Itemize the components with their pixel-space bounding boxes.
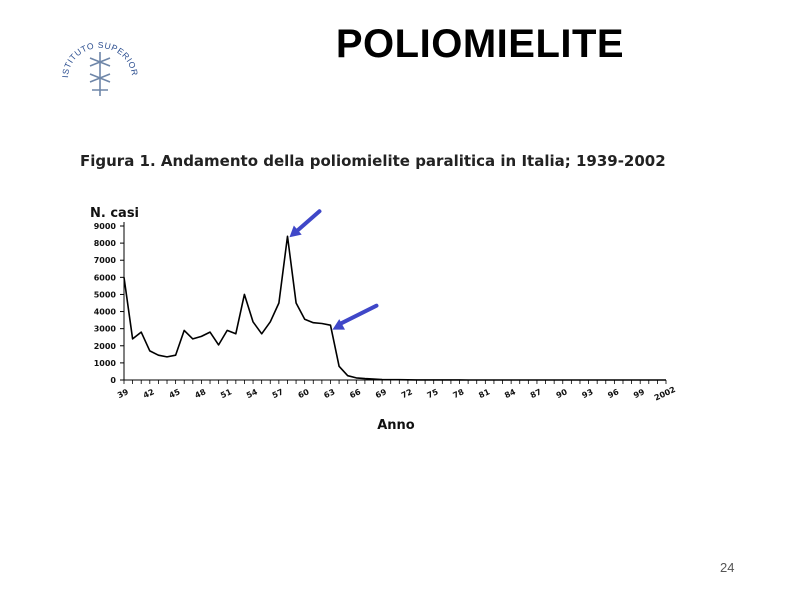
x-tick-label: 78 <box>452 387 466 400</box>
x-tick-label: 84 <box>503 387 517 400</box>
x-tick-label: 90 <box>555 387 569 400</box>
x-tick-label: 45 <box>168 387 182 400</box>
y-tick-label: 7000 <box>94 256 117 265</box>
x-ticks: 39 42 45 48 51 54 57 60 63 66 69 72 75 78 81 84 87 90 93 96… <box>116 380 677 403</box>
y-tick-label: 4000 <box>94 308 117 317</box>
y-tick-label: 8000 <box>94 239 117 248</box>
annotation-arrowhead <box>332 319 346 330</box>
x-tick-label: 54 <box>245 387 259 400</box>
x-tick-label: 39 <box>116 387 130 400</box>
annotations <box>289 209 379 330</box>
x-tick-label: 60 <box>297 387 311 400</box>
annotation-arrow <box>336 303 379 327</box>
x-axis-label: Anno <box>377 418 415 433</box>
y-tick-label: 2000 <box>94 342 117 351</box>
x-tick-label: 75 <box>426 387 440 400</box>
x-tick-label: 63 <box>322 387 336 400</box>
annotation-arrowhead <box>289 225 302 238</box>
x-tick-label: 42 <box>142 387 156 400</box>
slide-title: POLIOMIELITE <box>335 22 625 66</box>
series-group <box>123 235 666 381</box>
x-tick-label: 96 <box>606 387 620 400</box>
chart-title: Figura 1. Andamento della poliomielite p… <box>80 152 666 170</box>
page-number: 24 <box>720 560 735 575</box>
x-tick-label: 57 <box>271 387 285 400</box>
y-ticks: 0 1000 2000 3000 4000 5000 6000 7000 8000 9000 <box>94 222 124 385</box>
x-tick-label: 81 <box>477 387 491 400</box>
x-tick-label: 66 <box>348 387 362 400</box>
y-tick-label: 3000 <box>94 325 117 334</box>
axes <box>123 222 666 381</box>
y-tick-label: 5000 <box>94 290 117 299</box>
x-tick-label: 2002 <box>653 385 677 403</box>
x-tick-label: 93 <box>581 387 595 400</box>
x-tick-label: 69 <box>374 387 388 400</box>
x-tick-label: 51 <box>219 387 233 400</box>
x-tick-label: 87 <box>529 387 543 400</box>
y-tick-label: 9000 <box>94 222 117 231</box>
iss-logo: ISTITUTO SUPERIORE DI SANITÀ <box>50 30 139 96</box>
y-tick-label: 6000 <box>94 273 117 282</box>
y-tick-label: 1000 <box>94 359 117 368</box>
annotation-arrow <box>293 209 322 235</box>
x-tick-label: 72 <box>400 387 414 400</box>
x-tick-label: 99 <box>632 387 646 400</box>
x-tick-label: 48 <box>193 387 207 400</box>
y-axis-label: N. casi <box>90 206 139 221</box>
y-tick-label: 0 <box>110 376 116 385</box>
series-line <box>123 235 666 381</box>
